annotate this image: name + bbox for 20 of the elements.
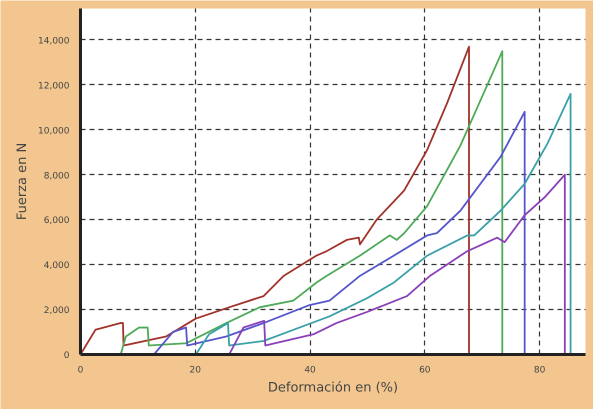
x-tick-label: 60 — [419, 366, 431, 376]
line-series — [80, 46, 470, 354]
x-tick-label: 40 — [304, 366, 316, 376]
line-series — [120, 50, 504, 354]
y-tick-label: 2,000 — [44, 306, 70, 316]
x-tick-label: 20 — [190, 366, 202, 376]
y-tick-label: 0 — [64, 351, 70, 361]
y-tick-label: 14,000 — [38, 36, 70, 46]
x-tick-label: 80 — [534, 366, 546, 376]
x-axis-title: Deformación en (%) — [268, 380, 398, 396]
line-series — [153, 110, 526, 354]
y-tick-label: 10,000 — [38, 126, 70, 136]
x-tick-label: 0 — [78, 366, 84, 376]
y-axis-title: Fuerza en N — [15, 142, 30, 220]
y-tick-label: 6,000 — [44, 216, 70, 226]
line-series — [194, 92, 572, 354]
line-series — [228, 174, 566, 354]
y-tick-label: 4,000 — [44, 261, 70, 272]
y-tick-label: 8,000 — [44, 171, 70, 182]
y-tick-label: 12,000 — [38, 81, 70, 92]
